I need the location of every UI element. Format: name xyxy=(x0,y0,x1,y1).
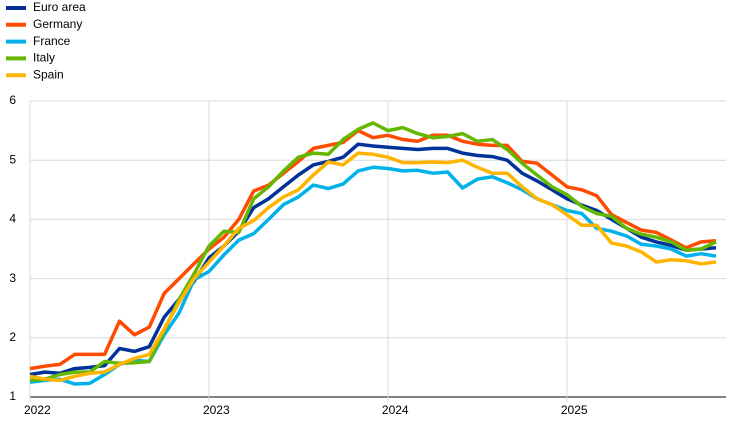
legend-label: Germany xyxy=(33,17,82,31)
x-tick-label: 2023 xyxy=(203,403,230,417)
legend-label: Spain xyxy=(33,67,64,81)
x-tick-label: 2025 xyxy=(561,403,588,417)
y-tick-label: 2 xyxy=(9,330,16,344)
series-line xyxy=(29,142,717,377)
y-tick-label: 3 xyxy=(9,271,16,285)
series-line xyxy=(29,151,717,383)
legend-label: Italy xyxy=(33,51,55,65)
legend-label: Euro area xyxy=(33,0,86,14)
x-tick-label: 2024 xyxy=(382,403,409,417)
x-tick-label: 2022 xyxy=(24,403,51,417)
legend-label: France xyxy=(33,34,71,48)
y-tick-label: 4 xyxy=(9,212,16,226)
series-line xyxy=(29,121,717,383)
y-tick-label: 1 xyxy=(9,389,16,403)
y-tick-label: 6 xyxy=(9,93,16,107)
y-tick-label: 5 xyxy=(9,152,16,166)
series-line xyxy=(29,128,717,371)
